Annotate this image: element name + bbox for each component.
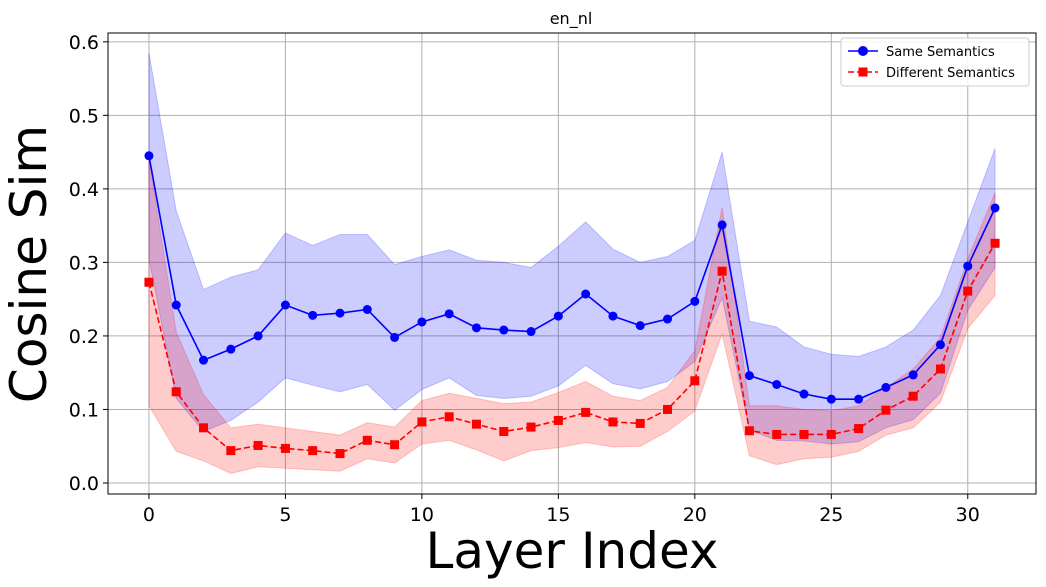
- data-point-different: [935, 364, 945, 374]
- plot-area-frame: [107, 32, 1037, 495]
- legend-box: [840, 37, 1030, 87]
- legend-label-same: Same Semantics: [886, 45, 995, 60]
- data-point-same: [417, 317, 427, 327]
- data-point-different: [199, 423, 209, 433]
- data-point-different: [335, 449, 345, 459]
- data-point-same: [908, 370, 918, 380]
- data-point-different: [744, 426, 754, 436]
- legend-marker-different: [858, 67, 868, 77]
- y-tick-label: 0.4: [69, 179, 99, 201]
- data-point-different: [308, 446, 318, 456]
- data-point-different: [799, 429, 809, 439]
- data-point-different: [144, 277, 154, 287]
- data-point-different: [772, 429, 782, 439]
- data-point-same: [635, 321, 645, 331]
- y-tick-label: 0.2: [69, 326, 99, 348]
- data-point-different: [471, 419, 481, 429]
- data-point-different: [908, 391, 918, 401]
- data-point-different: [963, 286, 973, 296]
- axis-ticks: 0 5 10 15 20 25 30 0.0 0.1 0.2 0.3 0.4 0.5 0.6: [69, 32, 980, 526]
- legend-marker-same: [858, 46, 868, 56]
- y-tick-label: 0.0: [69, 473, 99, 495]
- data-point-different: [362, 435, 372, 445]
- data-point-same: [499, 325, 509, 335]
- data-point-same: [553, 311, 563, 321]
- x-tick-label: 15: [546, 504, 570, 526]
- data-point-same: [935, 340, 945, 350]
- x-tick-label: 5: [279, 504, 291, 526]
- series-line-same: [148, 155, 996, 400]
- x-tick-label: 10: [410, 504, 434, 526]
- x-tick-label: 30: [956, 504, 980, 526]
- data-point-same: [581, 289, 591, 299]
- confidence-band-same: [148, 52, 996, 445]
- data-point-different: [171, 387, 181, 397]
- data-point-same: [854, 394, 864, 404]
- data-point-same: [280, 300, 290, 310]
- data-point-different: [826, 429, 836, 439]
- y-tick-label: 0.5: [69, 105, 99, 127]
- data-point-same: [308, 310, 318, 320]
- data-point-same: [526, 327, 536, 337]
- data-point-same: [744, 371, 754, 381]
- data-point-same: [608, 311, 618, 321]
- data-point-different: [526, 422, 536, 432]
- data-point-same: [144, 151, 154, 161]
- x-tick-label: 20: [683, 504, 707, 526]
- data-point-different: [253, 440, 263, 450]
- data-point-different: [990, 238, 1000, 248]
- data-point-same: [444, 309, 454, 319]
- y-axis-label: Cosine Sim: [0, 125, 58, 403]
- data-point-different: [608, 417, 618, 427]
- data-point-same: [963, 261, 973, 271]
- data-point-different: [226, 446, 236, 456]
- confidence-band-different: [148, 159, 996, 474]
- data-point-different: [390, 440, 400, 450]
- data-point-same: [717, 220, 727, 230]
- data-point-same: [226, 344, 236, 354]
- chart-title: en_nl: [550, 9, 593, 29]
- x-tick-label: 0: [143, 504, 155, 526]
- y-tick-label: 0.1: [69, 399, 99, 421]
- data-point-same: [253, 331, 263, 341]
- data-point-different: [553, 415, 563, 425]
- data-point-different: [881, 405, 891, 415]
- x-tick-label: 25: [819, 504, 843, 526]
- data-point-different: [635, 418, 645, 428]
- y-tick-label: 0.3: [69, 252, 99, 274]
- data-point-different: [581, 407, 591, 417]
- x-axis-label: Layer Index: [426, 522, 719, 580]
- data-point-same: [990, 203, 1000, 213]
- data-point-same: [199, 355, 209, 365]
- series-lines: [144, 151, 1000, 459]
- legend: Same Semantics Different Semantics: [840, 37, 1030, 87]
- confidence-bands: [148, 52, 996, 474]
- data-point-same: [335, 308, 345, 318]
- data-point-different: [417, 417, 427, 427]
- data-point-different: [690, 376, 700, 386]
- data-point-different: [444, 412, 454, 422]
- data-point-different: [854, 424, 864, 434]
- data-point-same: [772, 379, 782, 389]
- data-point-same: [690, 296, 700, 306]
- data-point-same: [171, 300, 181, 310]
- legend-label-different: Different Semantics: [886, 66, 1015, 81]
- data-point-different: [717, 266, 727, 276]
- data-point-same: [881, 382, 891, 392]
- data-point-different: [280, 443, 290, 453]
- data-point-same: [390, 332, 400, 342]
- data-point-different: [663, 404, 673, 414]
- series-line-different: [148, 242, 996, 455]
- data-point-same: [471, 323, 481, 333]
- y-tick-label: 0.6: [69, 32, 99, 54]
- data-point-same: [826, 394, 836, 404]
- data-point-same: [362, 304, 372, 314]
- data-point-same: [663, 314, 673, 324]
- data-point-same: [799, 389, 809, 399]
- data-point-different: [499, 427, 509, 437]
- grid: [108, 33, 1036, 494]
